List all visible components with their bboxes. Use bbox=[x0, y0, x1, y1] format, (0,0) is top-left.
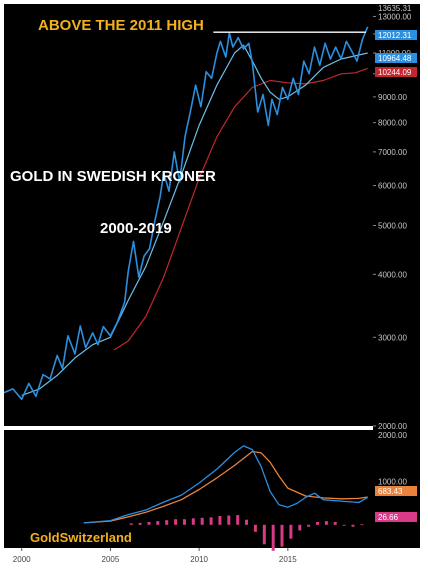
histogram-bar bbox=[316, 522, 319, 525]
year-tick-label: 2015 bbox=[279, 555, 297, 564]
price-tick-label: 3000.00 bbox=[378, 333, 407, 342]
histogram-bar bbox=[191, 518, 195, 525]
histogram-bar bbox=[360, 524, 364, 526]
macd-line bbox=[83, 445, 369, 524]
year-tick-label: 2005 bbox=[102, 555, 120, 564]
price-tick-label: 13000.00 bbox=[378, 12, 412, 21]
histogram-bar bbox=[280, 524, 284, 547]
histogram-bar bbox=[129, 523, 133, 525]
chart-title: ABOVE THE 2011 HIGH bbox=[38, 17, 204, 34]
histogram-bar bbox=[138, 522, 142, 525]
histogram-bar bbox=[253, 524, 257, 532]
histogram-bar bbox=[209, 517, 213, 525]
histogram-bar bbox=[174, 519, 178, 525]
macd-panel bbox=[83, 445, 369, 551]
value-badge-label: 10244.09 bbox=[378, 68, 412, 77]
histogram-bar bbox=[147, 522, 151, 525]
histogram-bar bbox=[218, 516, 222, 525]
macd-panel-background bbox=[4, 430, 373, 548]
histogram-bar bbox=[271, 524, 275, 551]
x-axis: 2000 2005 2010 2015 bbox=[13, 548, 297, 564]
histogram-bar bbox=[200, 517, 204, 525]
price-tick-label: 7000.00 bbox=[378, 148, 407, 157]
histogram-bar bbox=[307, 524, 311, 527]
price-tick-label: 8000.00 bbox=[378, 119, 407, 128]
histogram-bar bbox=[227, 515, 231, 525]
price-tick-label: 4000.00 bbox=[378, 270, 407, 279]
price-panel bbox=[3, 26, 369, 401]
chart-period-label: 2000-2019 bbox=[100, 220, 172, 237]
price-tick-label: 5000.00 bbox=[378, 222, 407, 231]
value-badge bbox=[375, 53, 417, 63]
value-badge-label: 683.43 bbox=[378, 487, 403, 496]
price-tick-label: 2000.00 bbox=[378, 422, 407, 431]
histogram-bar bbox=[165, 520, 169, 525]
macd-tick-label: 2000.00 bbox=[378, 431, 407, 440]
price-tick-label: 9000.00 bbox=[378, 93, 407, 102]
histogram-bar bbox=[156, 521, 160, 525]
histogram-bar bbox=[289, 524, 293, 539]
value-badge bbox=[375, 486, 417, 496]
histogram-bar bbox=[245, 519, 248, 525]
histogram-bar bbox=[298, 524, 302, 531]
chart-subtitle-label: GOLD IN SWEDISH KRONER bbox=[10, 168, 216, 185]
price-tick-label: 6000.00 bbox=[378, 182, 407, 191]
year-tick-label: 2000 bbox=[13, 555, 31, 564]
histogram-bar bbox=[183, 519, 186, 525]
price-line bbox=[3, 26, 369, 401]
price-panel-background bbox=[4, 4, 373, 426]
histogram-bar bbox=[351, 524, 355, 527]
histogram-bar bbox=[262, 524, 266, 545]
price-axis-max-label: 13635.31 bbox=[378, 4, 412, 13]
watermark-label: GoldSwitzerland bbox=[30, 530, 132, 545]
short-moving-average-line bbox=[21, 44, 368, 396]
macd-tick-label: 1000.00 bbox=[378, 477, 407, 486]
signal-line bbox=[83, 450, 368, 524]
value-badge bbox=[375, 512, 417, 522]
y-axis: 13000.0012000.0011000.0010000.009000.008… bbox=[373, 4, 417, 522]
histogram-bar bbox=[342, 524, 346, 526]
long-moving-average-line bbox=[113, 67, 368, 351]
value-badge-label: 12012.31 bbox=[378, 31, 412, 40]
value-badge-label: 26.66 bbox=[378, 513, 399, 522]
axis-strip-background bbox=[373, 4, 420, 548]
histogram-bar bbox=[324, 521, 328, 525]
histogram-bar bbox=[236, 515, 240, 525]
year-tick-label: 2010 bbox=[190, 555, 208, 564]
histogram-bar bbox=[333, 522, 337, 525]
value-badge bbox=[375, 67, 417, 77]
value-badge bbox=[375, 30, 417, 40]
value-badge-label: 10964.48 bbox=[378, 54, 412, 63]
